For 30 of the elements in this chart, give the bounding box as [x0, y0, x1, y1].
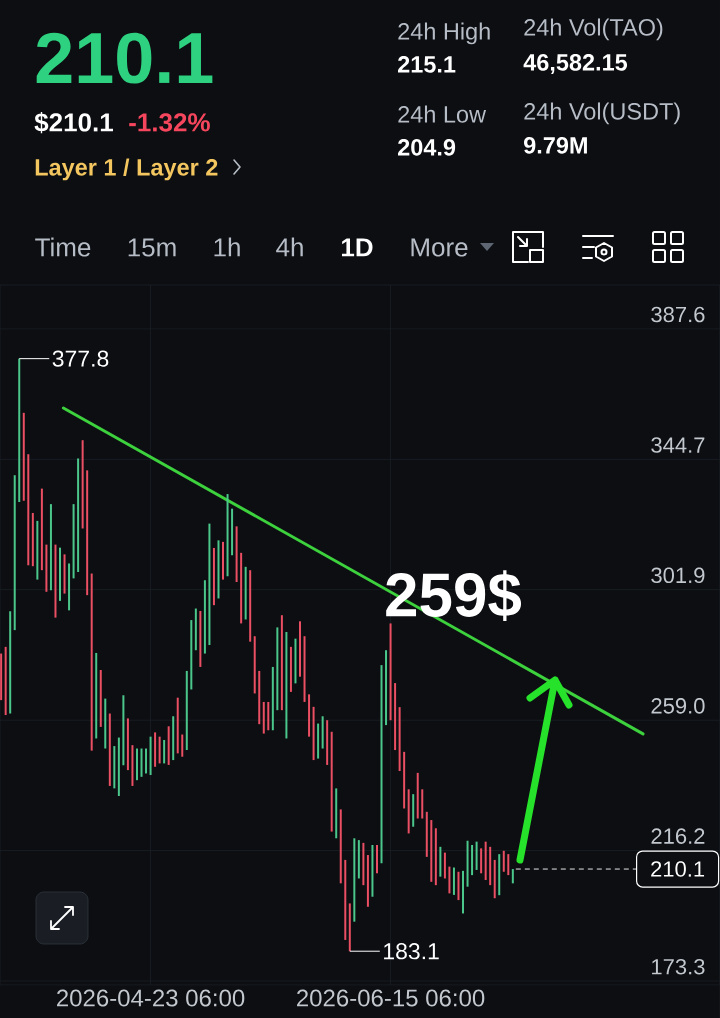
text: 15m: [128, 238, 176, 257]
text: 204.9: [398, 139, 456, 156]
text: $210.1: [34, 112, 113, 134]
text: 24h Vol(TAO): [524, 18, 663, 41]
text: 24h Vol(USDT): [524, 102, 680, 125]
text: 1D: [342, 238, 373, 257]
y-tick-label: 387.6: [651, 306, 705, 323]
y-tick-label: 259.0: [651, 698, 705, 714]
y-tick-label: 216.2: [651, 828, 705, 844]
annotation: 377.8: [52, 350, 109, 367]
text: 215.1: [398, 56, 456, 73]
text: More: [411, 238, 468, 257]
text: 9.79M: [524, 137, 587, 154]
text: Time: [35, 237, 91, 257]
text: -1.32%: [129, 113, 210, 132]
annotation: 259$: [386, 570, 522, 621]
ref-line-label: 210.1: [651, 861, 705, 877]
x-tick-label: 2026-06-15 06:00: [297, 989, 485, 1007]
text: 24h High: [398, 22, 490, 45]
y-tick-label: 173.3: [652, 958, 705, 975]
y-tick-label: 344.7: [651, 437, 705, 453]
y-tick-label: 301.9: [651, 567, 705, 584]
text: 24h Low: [398, 105, 487, 123]
annotation: 183.1: [384, 943, 439, 960]
chart-title: 210.1: [36, 32, 213, 84]
text: 1h: [214, 237, 240, 257]
x-tick-label: 2026-04-23 06:00: [57, 989, 245, 1007]
text: 4h: [276, 237, 303, 257]
text: 46,582.15: [523, 54, 628, 75]
text: Layer 1 / Layer 2: [35, 158, 218, 181]
